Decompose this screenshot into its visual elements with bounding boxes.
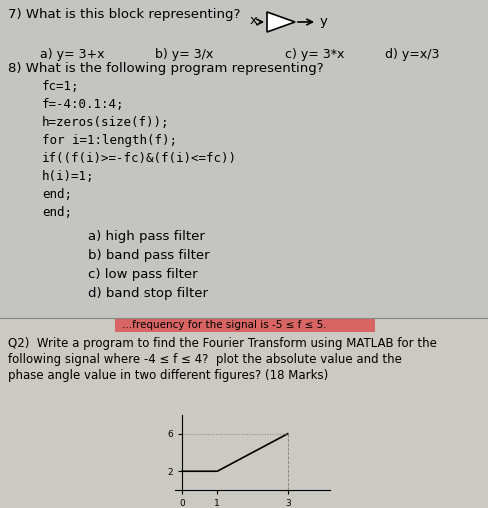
Text: a) high pass filter: a) high pass filter (88, 230, 205, 243)
Text: fc=1;: fc=1; (42, 80, 80, 93)
Text: h=zeros(size(f));: h=zeros(size(f)); (42, 116, 169, 129)
Text: following signal where -4 ≤ f ≤ 4?  plot the absolute value and the: following signal where -4 ≤ f ≤ 4? plot … (8, 353, 402, 366)
Text: b) y= 3/x: b) y= 3/x (155, 48, 213, 61)
Text: for i=1:length(f);: for i=1:length(f); (42, 134, 177, 147)
Bar (0, 0, 488, 318)
Text: b) band pass filter: b) band pass filter (88, 249, 210, 262)
Text: Q2)  Write a program to find the Fourier Transform using MATLAB for the: Q2) Write a program to find the Fourier … (8, 337, 437, 350)
Text: c) y= 3*x: c) y= 3*x (285, 48, 345, 61)
Text: end;: end; (42, 188, 72, 201)
Text: h(i)=1;: h(i)=1; (42, 170, 95, 183)
Text: 3: 3 (274, 16, 283, 28)
Text: phase angle value in two different figures? (18 Marks): phase angle value in two different figur… (8, 369, 328, 382)
Text: c) low pass filter: c) low pass filter (88, 268, 198, 281)
Text: d) y=x/3: d) y=x/3 (385, 48, 439, 61)
Bar (115, 319, 375, 332)
Text: 8) What is the following program representing?: 8) What is the following program represe… (8, 62, 324, 75)
Polygon shape (267, 12, 295, 32)
Text: x: x (250, 15, 258, 27)
Bar (0, 318, 488, 508)
Text: y: y (320, 15, 328, 27)
Text: a) y= 3+x: a) y= 3+x (40, 48, 104, 61)
Text: d) band stop filter: d) band stop filter (88, 287, 208, 300)
Text: 7) What is this block representing?: 7) What is this block representing? (8, 8, 241, 21)
Text: ...frequency for the signal is -5 ≤ f ≤ 5.: ...frequency for the signal is -5 ≤ f ≤ … (122, 320, 326, 330)
Text: end;: end; (42, 206, 72, 219)
Text: if((f(i)>=-fc)&(f(i)<=fc)): if((f(i)>=-fc)&(f(i)<=fc)) (42, 152, 237, 165)
Text: f=-4:0.1:4;: f=-4:0.1:4; (42, 98, 124, 111)
